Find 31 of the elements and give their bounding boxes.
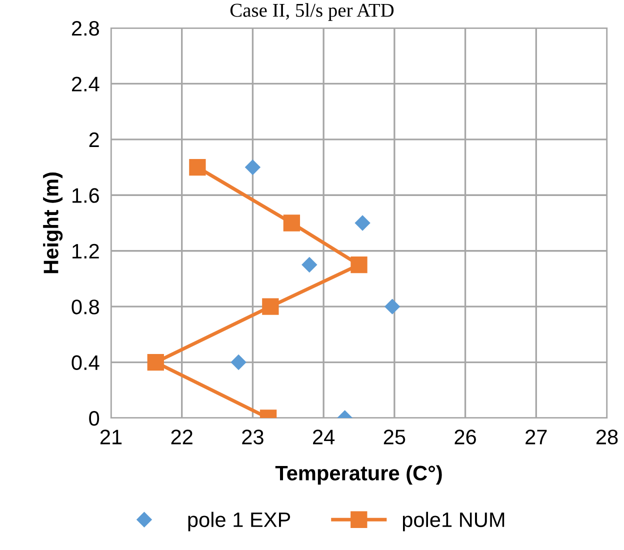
x-tick-label: 28 <box>596 430 618 444</box>
point <box>354 215 370 231</box>
y-tick-label: 0.8 <box>72 300 99 314</box>
point <box>302 257 317 272</box>
point <box>245 160 260 175</box>
point <box>350 256 368 274</box>
x-tick-label: 22 <box>171 430 192 444</box>
y-tick-label: 0 <box>89 411 100 426</box>
y-tick-label: 0.4 <box>72 355 100 370</box>
x-tick-label: 24 <box>313 430 335 444</box>
point <box>147 354 164 371</box>
point <box>283 214 300 232</box>
legend-label: pole1 NUM <box>402 512 504 532</box>
point <box>189 158 206 176</box>
x-tick-label: 21 <box>100 430 122 444</box>
x-tick-label: 23 <box>242 430 264 444</box>
point <box>262 298 279 315</box>
x-tick-label: 25 <box>384 430 406 444</box>
x-tick-label: 26 <box>454 430 476 444</box>
point <box>384 299 400 314</box>
point <box>230 354 246 370</box>
y-tick-label: 1.6 <box>72 188 99 203</box>
y-tick-label: 2.8 <box>72 21 99 36</box>
chart-title: Case II, 5l/s per ATD <box>230 3 394 21</box>
x-axis-title: Temperature (C°) <box>275 465 442 485</box>
y-tick-label: 2 <box>89 132 99 147</box>
legend-label: pole 1 EXP <box>188 512 290 532</box>
y-tick-label: 2.4 <box>72 76 100 92</box>
y-tick-label: 1.2 <box>72 244 99 258</box>
x-tick-label: 27 <box>526 430 547 444</box>
y-axis-title: Height (m) <box>43 172 63 274</box>
